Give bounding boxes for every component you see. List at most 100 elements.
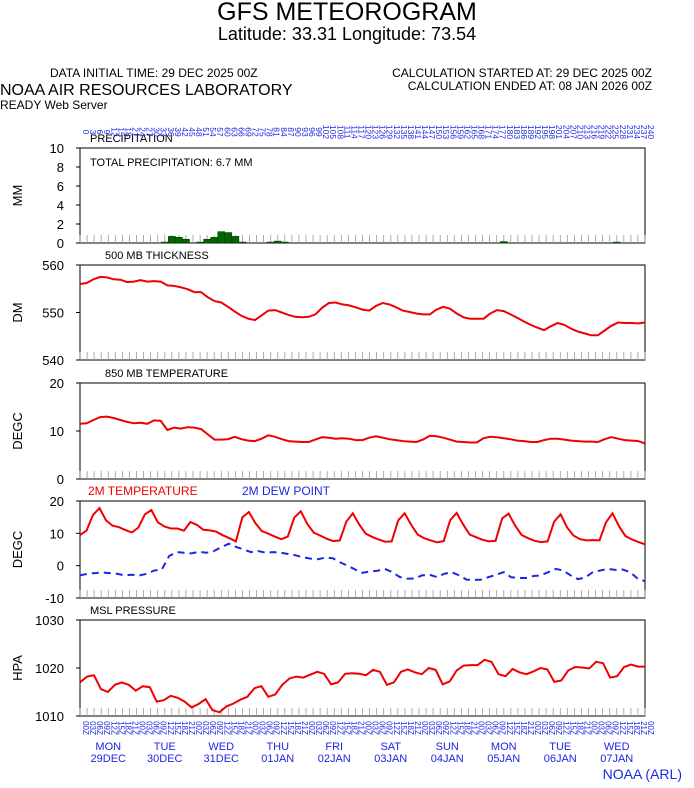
utc-label: 18Z	[406, 721, 415, 735]
t2m-panel: -10 0 10 20 DEGC 2M TEMPERATURE 2M DEW POINT	[10, 484, 646, 606]
top-hour-label: 234	[632, 125, 642, 139]
precip-ytick-label: 4	[57, 198, 64, 213]
utc-label: 12Z	[109, 721, 118, 735]
utc-label: 06Z	[152, 721, 161, 735]
top-hour-label: 63	[229, 127, 239, 137]
utc-label: 03Z	[314, 721, 323, 735]
precip-bar	[168, 236, 176, 244]
top-hour-label: 81	[272, 127, 282, 137]
top-hour-label: 123	[371, 125, 381, 139]
utc-label: 03Z	[597, 721, 606, 735]
top-hour-label: 228	[618, 125, 628, 139]
top-hour-label: 174	[491, 125, 501, 139]
thick-ylabel: DM	[10, 302, 25, 322]
precip-bar	[266, 241, 275, 244]
utc-label: 09Z	[328, 721, 337, 735]
utc-label: 09Z	[611, 721, 620, 735]
day-date: 06JAN	[544, 753, 577, 765]
top-hour-label: 57	[215, 127, 225, 137]
utc-label: 21Z	[300, 721, 309, 735]
utc-label: 09Z	[554, 721, 563, 735]
top-hour-label: 87	[286, 127, 296, 137]
top-hour-label: 198	[547, 125, 557, 139]
top-hour-label: 186	[519, 125, 529, 139]
utc-label: 06Z	[265, 721, 274, 735]
t850-panel: 0 10 20 DEGC 850 MB TEMPERATURE	[10, 368, 646, 487]
t850-frame	[79, 382, 646, 480]
day-date: 02JAN	[318, 753, 351, 765]
utc-label: 03Z	[540, 721, 549, 735]
day-date: 07JAN	[600, 753, 633, 765]
utc-label: 00Z	[477, 721, 486, 735]
utc-label: 15Z	[455, 721, 464, 735]
top-hour-labels: 0369121518212427303336394245485154576063…	[81, 125, 656, 139]
precip-bar	[224, 232, 233, 244]
utc-label: 18Z	[349, 721, 358, 735]
utc-label: 21Z	[187, 721, 196, 735]
top-hour-label: 84	[279, 127, 289, 137]
day-date: 31DEC	[204, 753, 240, 765]
precip-title: PRECIPITATION	[90, 133, 173, 145]
t850-title: 850 MB TEMPERATURE	[105, 368, 228, 380]
utc-label: 09Z	[441, 721, 450, 735]
utc-label: 15Z	[512, 721, 521, 735]
top-hour-label: 54	[208, 127, 218, 137]
top-hour-label: 42	[180, 127, 190, 137]
top-hour-label: 30	[152, 127, 162, 137]
thick-line	[79, 275, 646, 337]
thick-title: 500 MB THICKNESS	[105, 250, 209, 262]
precip-bar	[231, 236, 240, 244]
utc-label: 03Z	[145, 721, 154, 735]
bottom-utc-labels: 00Z03Z06Z09Z12Z15Z18Z21Z00Z03Z06Z09Z12Z1…	[81, 721, 655, 735]
top-hour-label: 180	[505, 125, 515, 139]
top-hour-label: 240	[646, 125, 656, 139]
top-hour-label: 90	[293, 127, 303, 137]
thick-ytick-label: 540	[42, 353, 64, 368]
utc-label: 06Z	[208, 721, 217, 735]
t2m-line	[79, 506, 646, 546]
top-hour-label: 207	[568, 125, 578, 139]
top-hour-label: 33	[159, 127, 169, 137]
utc-label: 18Z	[519, 721, 528, 735]
mslp-line	[79, 658, 645, 714]
t2m-ytick-label: 20	[50, 494, 64, 509]
utc-label: 21Z	[639, 721, 648, 735]
day-date: 05JAN	[487, 753, 520, 765]
utc-label: 06Z	[547, 721, 556, 735]
top-hour-label: 69	[243, 127, 253, 137]
utc-label: 12Z	[448, 721, 457, 735]
top-hour-label: 93	[300, 127, 310, 137]
thick-panel: 540 550 560 DM 500 MB THICKNESS	[10, 250, 646, 368]
top-hour-label: 216	[590, 125, 600, 139]
t850-ytick-label: 20	[50, 376, 64, 391]
utc-label: 09Z	[215, 721, 224, 735]
top-hour-label: 213	[582, 125, 592, 139]
page-title: GFS METEOROGRAM	[217, 0, 477, 26]
t850-ylabel: DEGC	[10, 412, 25, 450]
utc-label: 00Z	[533, 721, 542, 735]
precip-panel: 0 2 4 6 8 10 MM PRECIPITATION TOTAL PRECIPITATIO…	[10, 133, 646, 251]
top-hour-label: 144	[420, 125, 430, 139]
utc-label: 21Z	[469, 721, 478, 735]
server-name: READY Web Server	[0, 98, 108, 112]
t850-ytick-label: 0	[57, 472, 64, 487]
top-hour-label: 210	[575, 125, 585, 139]
utc-label: 06Z	[321, 721, 330, 735]
utc-label: 18Z	[462, 721, 471, 735]
top-hour-label: 15	[116, 127, 126, 137]
top-hour-label: 27	[145, 127, 155, 137]
top-hour-label: 96	[307, 127, 317, 137]
dewpoint-legend: 2M DEW POINT	[242, 484, 331, 498]
precip-bar	[217, 231, 226, 244]
top-hour-label: 21	[130, 127, 140, 137]
precip-ytick-label: 10	[50, 141, 64, 156]
utc-label: 21Z	[243, 721, 252, 735]
utc-label: 18Z	[180, 721, 189, 735]
utc-label: 12Z	[561, 721, 570, 735]
day-of-week: TUE	[549, 741, 571, 753]
utc-label: 18Z	[293, 721, 302, 735]
top-hour-label: 219	[597, 125, 607, 139]
top-hour-label: 0	[81, 130, 91, 135]
calculation-started: CALCULATION STARTED AT: 29 DEC 2025 00Z	[392, 66, 652, 80]
